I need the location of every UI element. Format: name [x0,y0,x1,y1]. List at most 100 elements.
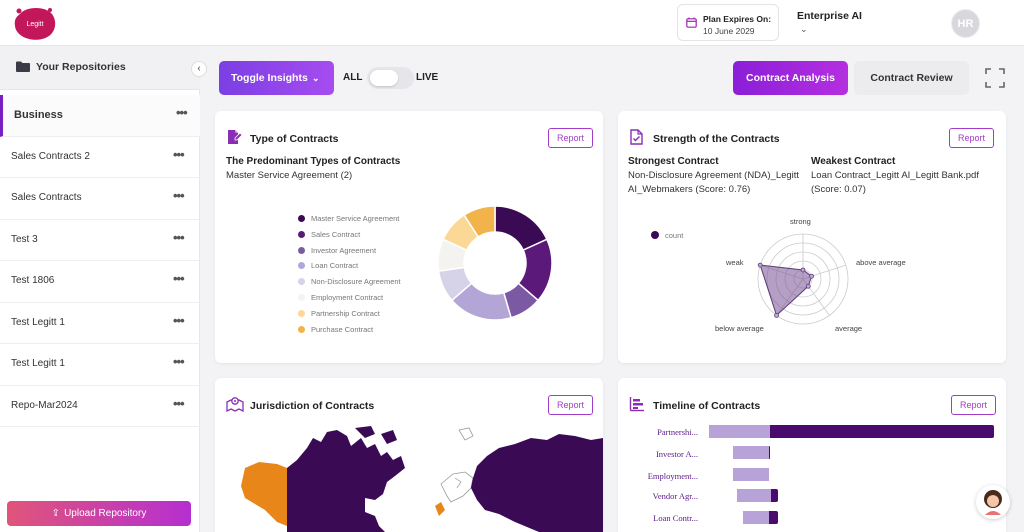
radar-point [757,262,763,268]
plan-expiry-label: Plan Expires On: [703,14,772,24]
donut-slice[interactable] [463,205,496,238]
strongest-heading: Strongest Contract [628,156,719,167]
logo-wordmark: Legitt [26,21,43,28]
timeline-category-label: Partnershi... [657,427,698,437]
upload-repository-label: Upload Repository [64,508,147,519]
timeline-elapsed-bar[interactable] [733,468,769,481]
plan-expiry-box: Plan Expires On: 10 June 2029 [677,4,779,41]
toggle-knob [370,70,398,86]
chevron-down-icon: ⌄ [312,73,320,83]
radar-axis-label: strong [790,217,811,226]
radar-point [805,283,811,289]
legend-item: Loan Contract [298,261,401,277]
repo-item[interactable]: Repo-Mar2024 ••• [0,386,200,427]
more-options-icon[interactable]: ••• [173,271,185,286]
timeline-category-label: Vendor Agr... [652,491,698,501]
timeline-card: Timeline of Contracts Report Partnershi.… [618,378,1006,532]
repo-item[interactable]: Sales Contracts 2 ••• [0,137,200,178]
radar-axis-label: average [835,324,863,333]
legend-label: Purchase Contract [311,324,374,334]
repositories-title: Your Repositories [36,61,126,73]
user-avatar[interactable]: HR [951,9,980,38]
more-options-icon[interactable]: ••• [173,395,185,411]
repositories-header: Your Repositories [0,46,200,90]
filter-all-label: ALL [343,72,363,83]
all-live-toggle[interactable] [367,67,414,89]
repo-item-label: Test 3 [11,233,38,245]
legend-swatch [298,278,305,286]
repo-item[interactable]: Business ••• [0,95,200,137]
toggle-insights-button[interactable]: Toggle Insights ⌄ [219,61,334,95]
contract-review-button[interactable]: Contract Review [854,61,969,95]
timeline-category-label: Investor A... [655,449,698,459]
legitt-logo[interactable]: Legitt [12,6,58,42]
document-check-icon [629,129,645,148]
more-options-icon[interactable]: ••• [173,312,185,328]
filter-live-label: LIVE [416,72,439,83]
legend-item: Sales Contract [298,230,401,246]
collapse-sidebar-button[interactable]: ‹ [191,61,207,77]
radar-point [800,267,806,273]
more-options-icon[interactable]: ••• [173,229,185,245]
weakest-heading: Weakest Contract [811,156,896,167]
sidebar: Your Repositories Business ••• Sales Cont… [0,46,200,532]
timeline-remaining-bar[interactable] [769,446,770,459]
timeline-remaining-bar[interactable] [770,425,994,438]
predominant-value: Master Service Agreement (2) [226,170,353,181]
legend-swatch [298,309,305,317]
legend-swatch [298,262,305,270]
report-button[interactable]: Report [949,128,994,148]
repo-item[interactable]: Test Legitt 1 ••• [0,303,200,344]
plan-name[interactable]: Enterprise AI [797,10,862,22]
chevron-down-icon[interactable]: ⌄ [800,24,808,34]
upload-repository-button[interactable]: ⇪ Upload Repository [7,501,191,526]
repo-item[interactable]: Test 3 ••• [0,220,200,261]
repo-item-label: Test 1806 [11,275,55,286]
jurisdiction-title: Jurisdiction of Contracts [250,400,375,412]
strongest-contract-score: (Score: 0.76) [695,184,751,195]
more-options-icon[interactable]: ••• [173,146,185,162]
report-button[interactable]: Report [548,395,593,415]
chat-assistant-button[interactable] [976,485,1010,519]
legend-label: Master Service Agreement [311,214,400,223]
jurisdiction-card: Jurisdiction of Contracts Report [215,378,603,532]
timeline-elapsed-bar[interactable] [709,425,770,438]
more-options-icon[interactable]: ••• [173,354,185,369]
timeline-elapsed-bar[interactable] [733,446,769,459]
timeline-elapsed-bar[interactable] [743,511,769,524]
legend-swatch [298,246,305,254]
repo-item[interactable]: Test Legitt 1 ••• [0,344,200,386]
more-options-icon[interactable]: ••• [173,188,185,203]
timeline-remaining-bar[interactable] [771,489,778,502]
report-button[interactable]: Report [548,128,593,148]
top-header: Legitt Plan Expires On: 10 June 2029 Ent… [0,0,1024,46]
radar-axis-label: weak [726,258,744,267]
strongest-contract-name: Non-Disclosure Agreement (NDA)_Legitt AI… [628,170,800,195]
timeline-category-label: Employment... [647,471,698,481]
legend-label: Partnership Contract [311,308,380,318]
weakest-contract-name: Loan Contract_Legitt AI_Legitt Bank.pdf [811,170,979,181]
repo-item[interactable]: Sales Contracts ••• [0,178,200,220]
assistant-avatar-icon [984,490,1002,515]
legend-label: Investor Agreement [311,245,377,255]
legend-swatch [651,231,659,239]
contract-analysis-button[interactable]: Contract Analysis [733,61,848,95]
report-button[interactable]: Report [951,395,996,415]
legend-label: Non-Disclosure Agreement [311,277,401,287]
weakest-contract: Loan Contract_Legitt AI_Legitt Bank.pdf … [811,169,986,197]
legend-item: Investor Agreement [298,246,401,262]
radar-point [809,273,814,279]
fullscreen-icon[interactable] [985,68,1005,91]
type-of-contracts-card: Type of Contracts Report The Predominant… [215,111,603,363]
strength-card: Strength of the Contracts Report Stronge… [618,111,1006,363]
legend-item: Non-Disclosure Agreement [298,277,401,293]
repo-item[interactable]: Test 1806 ••• [0,261,200,303]
timeline-elapsed-bar[interactable] [737,489,771,502]
more-options-icon[interactable]: ••• [176,105,188,120]
repo-item-label: Test Legitt 1 [11,316,65,328]
radar-point [774,313,779,318]
legend-label: Sales Contract [311,229,361,239]
legend-item: Partnership Contract [298,309,401,325]
radar-legend: count [651,231,683,240]
timeline-remaining-bar[interactable] [769,511,778,524]
